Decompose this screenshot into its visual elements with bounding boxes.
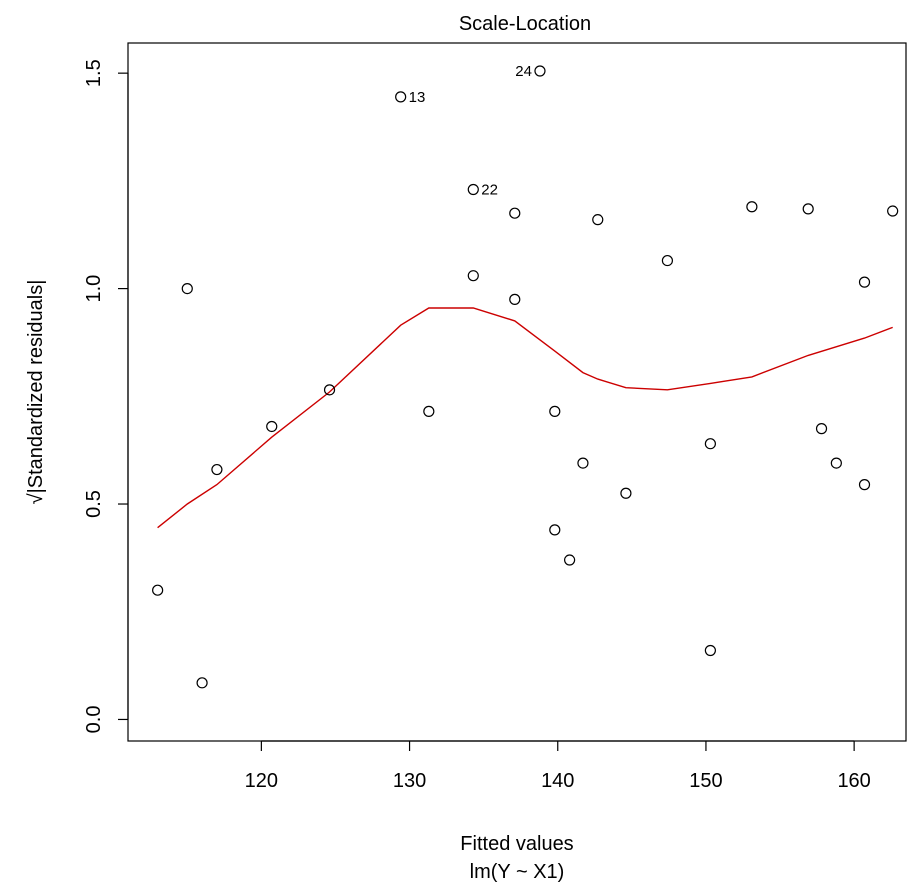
x-tick-label: 160 [837,770,870,792]
data-point [620,487,632,499]
data-point [423,405,435,417]
plot-frame [127,42,907,742]
smoother-line [157,307,893,529]
y-tick-label: 1.5 [83,59,105,87]
data-point [704,438,716,450]
point-label: 24 [515,63,532,80]
data-point [549,405,561,417]
chart-title: Scale-Location [459,13,591,35]
data-point [534,65,546,77]
x-axis-label: Fitted values [460,833,573,855]
data-point [196,677,208,689]
data-point [152,584,164,596]
data-point [181,282,193,295]
data-point [830,457,842,469]
data-point [577,457,589,469]
x-tick-label: 120 [245,770,278,792]
point-label: 13 [409,89,426,106]
x-tick-label: 150 [689,770,722,792]
data-point [858,479,871,491]
y-tick-label: 1.0 [83,275,105,303]
data-point [395,91,407,103]
data-point [211,463,223,476]
data-point [323,384,336,396]
x-tick-label: 140 [541,770,574,792]
data-point [549,524,561,536]
y-axis: 0.0 0.5 1.0 1.5 [83,59,129,734]
y-axis-label: √|Standardized residuals| [25,280,47,505]
x-axis-sublabel: lm(Y ~ X1) [470,861,565,883]
data-point [858,276,871,288]
data-point [467,270,479,282]
data-point [887,205,899,217]
data-point [661,254,674,267]
data-point [266,420,278,433]
data-point [467,183,479,196]
data-point [564,554,576,566]
data-point [509,293,521,305]
point-label: 22 [481,181,498,198]
x-axis: 120 130 140 150 160 [245,740,871,792]
smoother-layer [157,307,893,529]
data-point [746,201,758,213]
data-point [592,214,604,226]
data-point [802,203,814,215]
data-point [509,207,521,219]
y-tick-label: 0.0 [83,706,105,734]
points-layer: 13 22 24 [152,63,899,689]
y-tick-label: 0.5 [83,490,105,518]
data-point [704,644,716,657]
x-tick-label: 130 [393,770,426,792]
data-point [815,423,828,435]
